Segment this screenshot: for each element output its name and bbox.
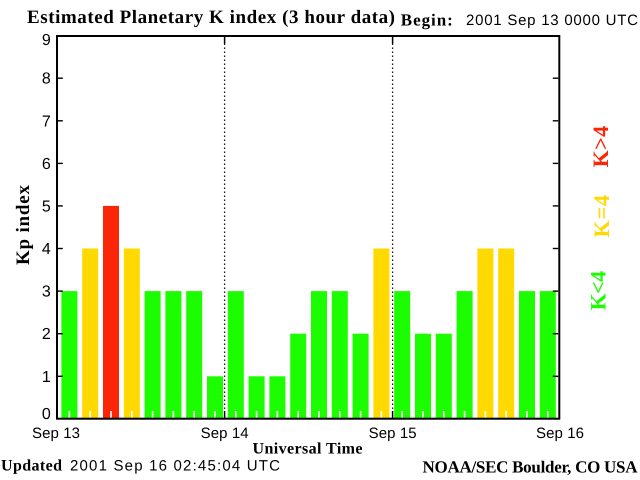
svg-text:9: 9 (42, 32, 51, 49)
svg-text:Sep 16: Sep 16 (536, 425, 584, 442)
svg-text:K<4: K<4 (586, 271, 611, 311)
svg-text:7: 7 (42, 113, 51, 130)
svg-text:Universal Time: Universal Time (253, 441, 363, 458)
svg-text:1: 1 (42, 369, 51, 386)
svg-text:0: 0 (42, 406, 51, 423)
svg-text:NOAA/SEC Boulder, CO USA: NOAA/SEC Boulder, CO USA (423, 458, 639, 477)
svg-text:Kp index: Kp index (13, 185, 34, 266)
svg-text:2: 2 (42, 326, 51, 343)
svg-text:2001 Sep 16 02:45:04 UTC: 2001 Sep 16 02:45:04 UTC (70, 457, 280, 474)
svg-text:5: 5 (42, 198, 51, 215)
svg-text:Estimated Planetary K index (3: Estimated Planetary K index (3 hour data… (27, 7, 395, 28)
svg-text:8: 8 (42, 71, 51, 88)
svg-text:Updated: Updated (1, 458, 62, 475)
svg-text:2001 Sep 13 0000 UTC: 2001 Sep 13 0000 UTC (466, 12, 638, 29)
svg-text:K>4: K>4 (588, 126, 613, 168)
svg-text:Sep 15: Sep 15 (369, 425, 417, 442)
svg-text:6: 6 (42, 156, 51, 173)
svg-text:Sep 14: Sep 14 (201, 425, 249, 442)
svg-text:Sep 13: Sep 13 (32, 425, 80, 442)
svg-text:K=4: K=4 (589, 195, 614, 238)
svg-text:4: 4 (42, 241, 51, 258)
svg-text:3: 3 (42, 284, 51, 301)
svg-text:Begin:: Begin: (401, 11, 453, 30)
